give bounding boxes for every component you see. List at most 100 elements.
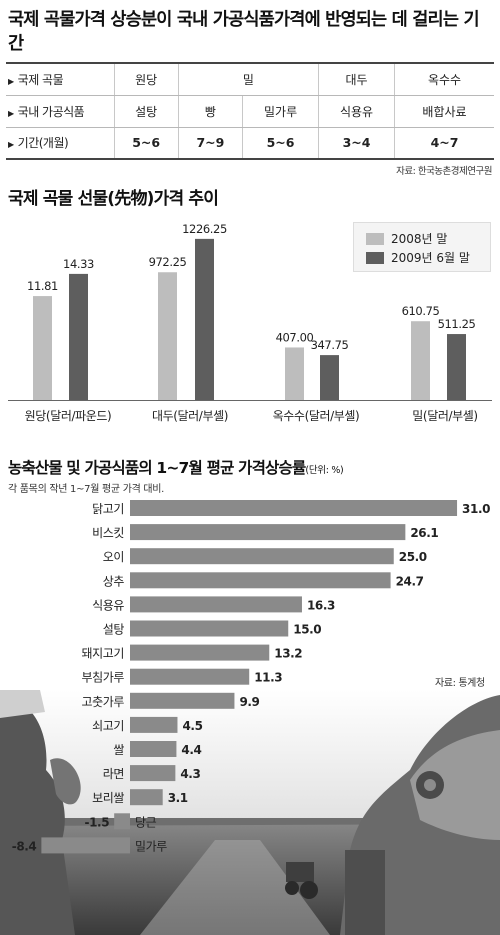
increase-value-label: 31.0: [462, 502, 490, 516]
increase-bar: [130, 548, 394, 565]
triangle-bullet-icon: ▶: [8, 108, 14, 118]
futures-value-label: 610.75: [402, 304, 440, 318]
increase-bar: [130, 668, 250, 685]
futures-value-label: 347.75: [311, 338, 349, 352]
increase-category-label: 쌀: [113, 743, 124, 757]
increase-category-label: 비스킷: [92, 526, 124, 540]
increase-source: 자료: 통계청: [435, 678, 485, 689]
futures-value-label: 14.33: [63, 257, 94, 271]
lag-table-row: ▶ 기간(개월) 5~6 7~9 5~6 3~4 4~7: [6, 127, 494, 160]
legend-label-2008: 2008년 말: [391, 232, 448, 246]
futures-legend: 2008년 말 2009년 6월 말: [353, 222, 491, 272]
increase-category-label: 설탕: [103, 623, 125, 637]
increase-category-label: 당근: [135, 815, 157, 829]
increase-category-label: 닭고기: [92, 502, 124, 516]
lag-row-label: 국제 곡물: [17, 72, 64, 87]
futures-bar: [33, 296, 52, 400]
lag-table-cell: 빵: [177, 95, 243, 128]
futures-value-label: 407.00: [276, 330, 314, 344]
legend-label-2009: 2009년 6월 말: [391, 251, 470, 265]
lag-table: ▶ 국제 곡물 원당 밀 대두 옥수수 ▶ 국내 가공식품 설탕 빵 밀가루 식용유 배합사료 ▶ 기간(개…: [6, 62, 494, 160]
lag-table-cell: 배합사료: [394, 95, 494, 128]
futures-category-label: 원당(달러/파운드): [25, 409, 112, 423]
lag-table-cell: 식용유: [318, 95, 395, 128]
lag-table-cell: 밀가루: [242, 95, 319, 128]
lag-row-label: 국내 가공식품: [17, 104, 85, 119]
increase-bar: [130, 572, 391, 589]
lag-table-cell: 옥수수: [394, 62, 494, 96]
lag-table-cell: 원당: [113, 62, 179, 96]
futures-bar: [285, 347, 304, 400]
increase-bar: [130, 716, 178, 733]
lag-table-cell: 4~7: [394, 127, 494, 160]
increase-value-label: 11.3: [254, 671, 282, 685]
lag-table-cell: 대두: [318, 62, 395, 96]
increase-bar: [130, 500, 458, 516]
headline: 국제 곡물가격 상승분이 국내 가공식품가격에 반영되는 데 걸리는 기간: [8, 10, 480, 54]
increase-value-label: -8.4: [12, 839, 37, 853]
legend-item-2009: 2009년 6월 말: [366, 250, 470, 266]
lag-row-header: ▶ 국제 곡물: [6, 62, 114, 96]
increase-bar: [130, 765, 176, 782]
futures-bar: [447, 334, 466, 400]
futures-bar: [320, 355, 339, 400]
increase-category-label: 밀가루: [135, 839, 167, 853]
increase-category-label: 보리쌀: [92, 791, 124, 805]
increase-value-label: 4.3: [180, 767, 200, 781]
increase-category-label: 오이: [103, 550, 124, 564]
increase-bar: [130, 524, 406, 541]
lag-table-row: ▶ 국내 가공식품 설탕 빵 밀가루 식용유 배합사료: [6, 95, 494, 128]
increase-value-label: 16.3: [307, 598, 335, 612]
lag-table-cell: 3~4: [318, 127, 395, 160]
triangle-bullet-icon: ▶: [8, 140, 14, 150]
increase-value-label: 4.4: [181, 743, 201, 757]
increase-value-label: 3.1: [168, 791, 188, 805]
increase-title: 농축산물 및 가공식품의 1~7월 평균 가격상승률(단위: %): [8, 456, 344, 478]
increase-category-label: 라면: [103, 767, 124, 781]
increase-bar: [114, 813, 130, 830]
futures-category-label: 옥수수(달러/부셸): [273, 409, 360, 423]
lag-row-label: 기간(개월): [17, 136, 69, 151]
legend-swatch-2008: [366, 233, 384, 245]
increase-unit: (단위: %): [305, 465, 344, 476]
increase-bar: [41, 837, 130, 854]
lag-table-source: 자료: 한국농촌경제연구원: [396, 166, 492, 177]
futures-value-label: 11.81: [27, 279, 58, 293]
increase-value-label: 15.0: [293, 623, 321, 637]
lag-row-header: ▶ 국내 가공식품: [6, 95, 114, 128]
increase-category-label: 부침가루: [81, 671, 124, 685]
legend-item-2008: 2008년 말: [366, 231, 447, 247]
increase-bar: [130, 644, 270, 661]
increase-value-label: 13.2: [274, 647, 302, 661]
increase-value-label: 25.0: [399, 550, 427, 564]
increase-category-label: 상추: [103, 574, 125, 588]
futures-bar: [195, 238, 214, 400]
lag-table-row: ▶ 국제 곡물 원당 밀 대두 옥수수: [6, 62, 494, 96]
legend-swatch-2009: [366, 252, 384, 264]
futures-category-label: 밀(달러/부셸): [412, 409, 477, 423]
increase-bar: [130, 596, 302, 613]
futures-value-label: 1226.25: [182, 222, 227, 236]
increase-value-label: 9.9: [239, 695, 259, 709]
increase-category-label: 돼지고기: [81, 647, 124, 661]
increase-category-label: 쇠고기: [92, 719, 124, 733]
futures-bar: [158, 272, 177, 400]
increase-subtitle: 각 품목의 작년 1~7월 평균 가격 대비.: [8, 484, 165, 495]
futures-title: 국제 곡물 선물(先物)가격 추이: [8, 189, 219, 209]
futures-value-label: 511.25: [438, 317, 476, 331]
lag-table-cell: 7~9: [177, 127, 243, 160]
increase-title-text: 농축산물 및 가공식품의 1~7월 평균 가격상승률: [8, 459, 306, 477]
lag-row-header: ▶ 기간(개월): [6, 127, 114, 160]
futures-category-label: 대두(달러/부셸): [152, 409, 228, 423]
lag-table-cell: 설탕: [113, 95, 179, 128]
increase-category-label: 식용유: [92, 598, 124, 612]
increase-value-label: 4.5: [182, 719, 202, 733]
increase-value-label: -1.5: [85, 815, 110, 829]
increase-value-label: 24.7: [396, 574, 424, 588]
futures-bar: [69, 273, 88, 400]
increase-category-label: 고춧가루: [81, 695, 124, 709]
increase-bar: [130, 789, 163, 806]
increase-bar: [130, 692, 235, 709]
futures-bar: [411, 321, 430, 400]
